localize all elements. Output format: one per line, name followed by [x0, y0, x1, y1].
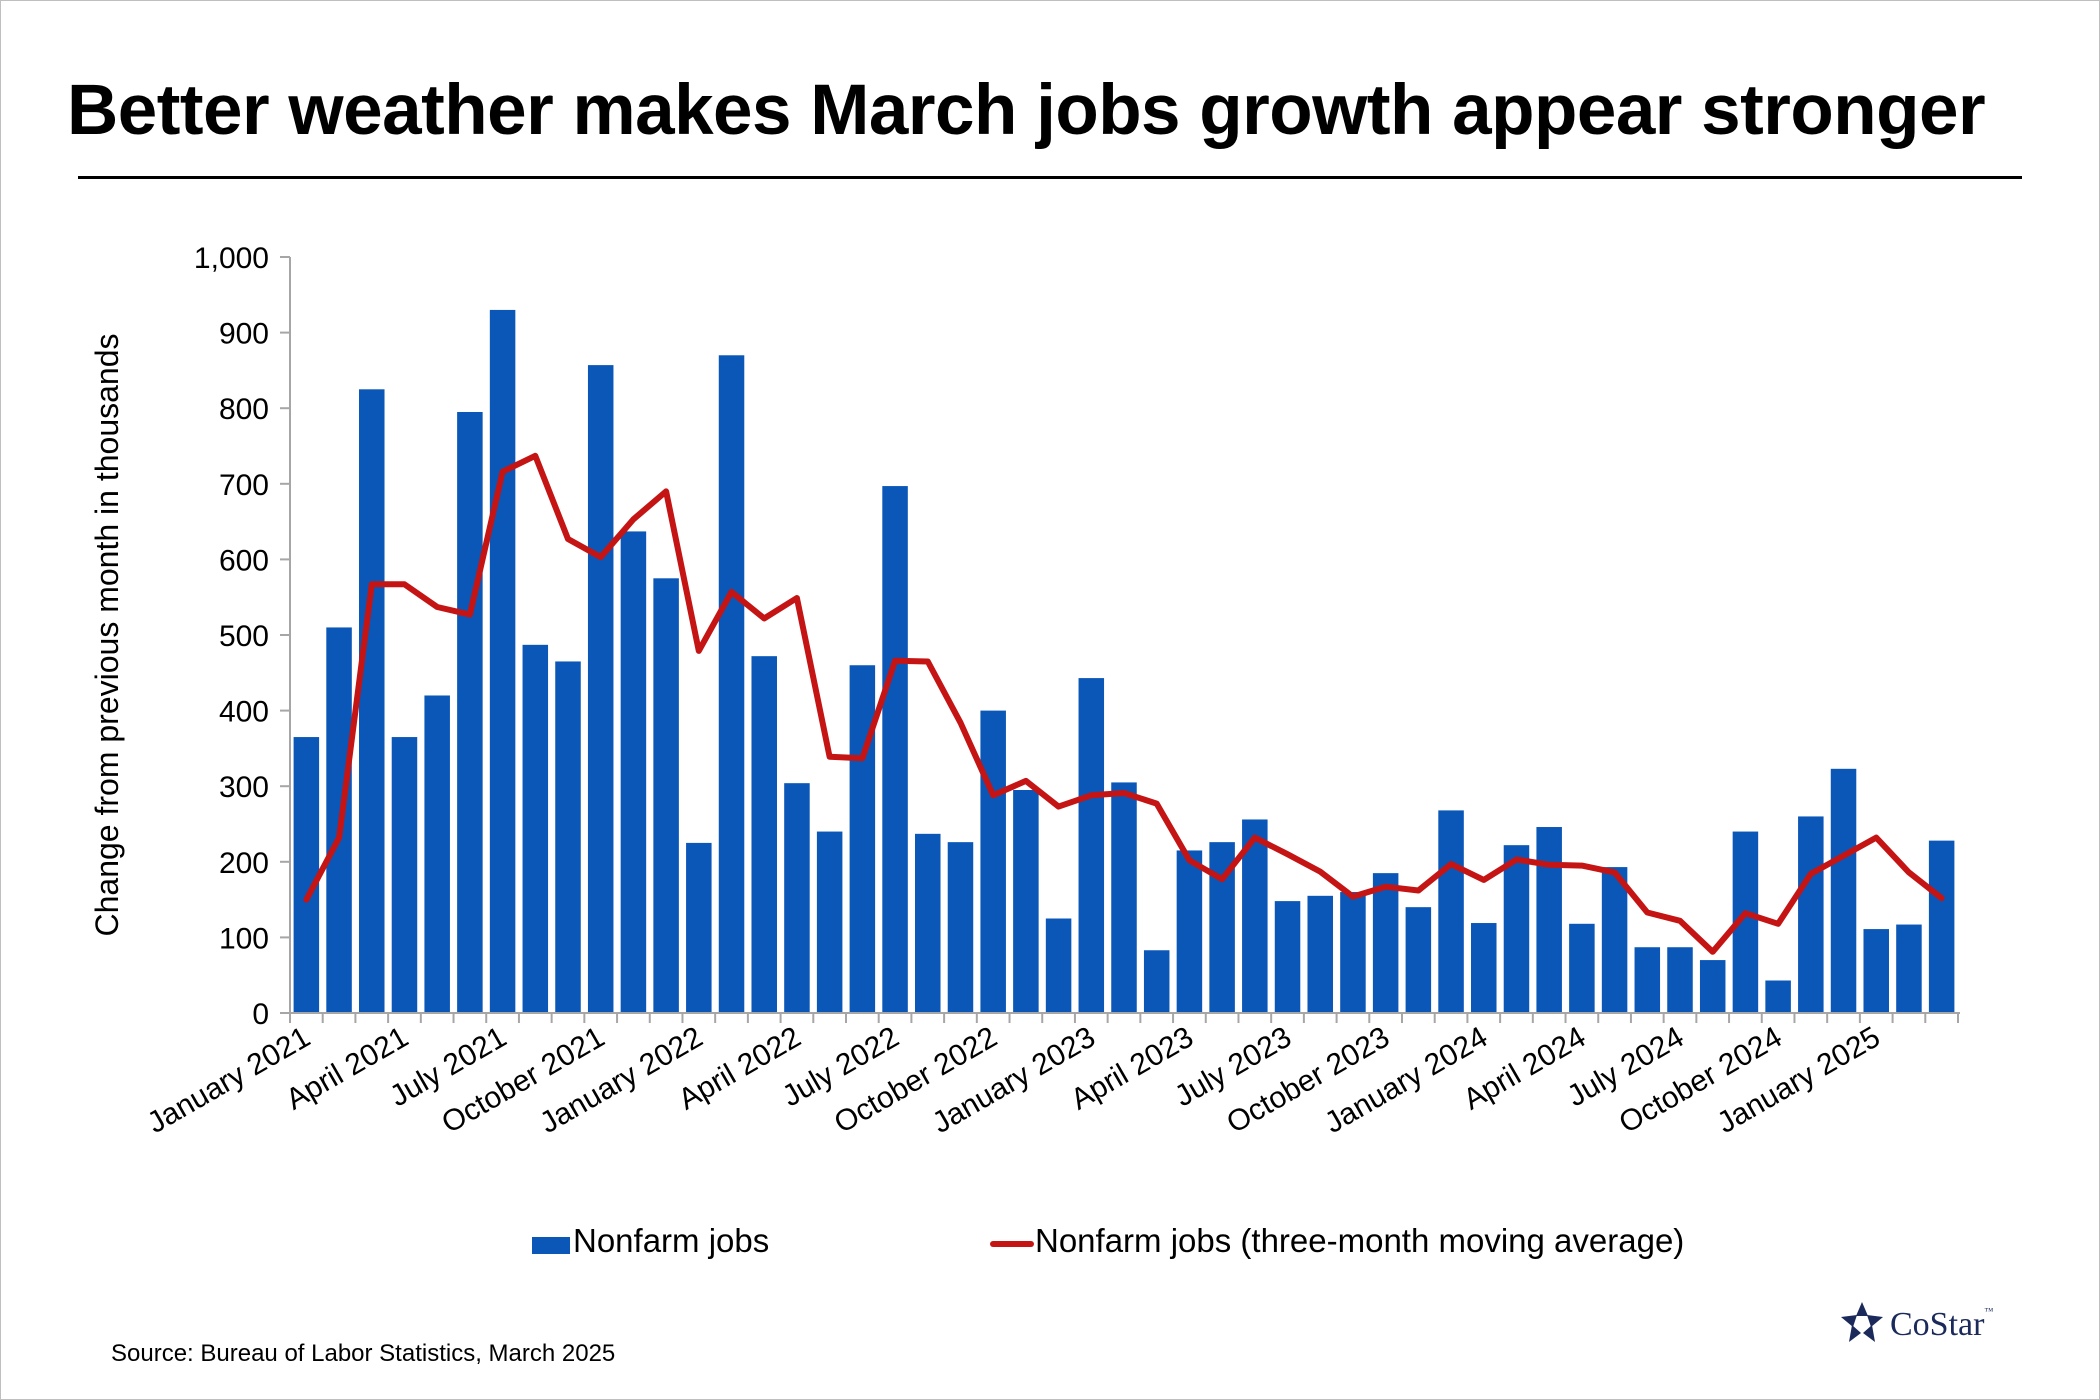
x-tick-label: October 2022 — [829, 1020, 1003, 1139]
bar — [1536, 827, 1562, 1013]
x-tick-label: October 2021 — [436, 1020, 610, 1139]
bar — [391, 737, 418, 1013]
y-tick-label: 900 — [219, 318, 269, 351]
bar — [816, 831, 843, 1013]
y-tick-label: 200 — [219, 847, 269, 880]
bar — [1471, 923, 1497, 1013]
bar — [1307, 895, 1333, 1013]
source-note: Source: Bureau of Labor Statistics, Marc… — [111, 1340, 616, 1367]
bar — [849, 665, 876, 1013]
y-tick-label: 300 — [219, 771, 269, 804]
bar — [980, 710, 1006, 1013]
bar — [1601, 867, 1628, 1013]
legend-label-line: Nonfarm jobs (three-month moving average… — [1035, 1222, 1685, 1259]
chart-title: Better weather makes March jobs growth a… — [67, 71, 1986, 150]
bar — [555, 661, 581, 1013]
x-tick-label: January 2022 — [534, 1020, 708, 1139]
bar — [718, 355, 745, 1013]
bar — [489, 309, 516, 1013]
bar — [1405, 907, 1432, 1013]
bar — [1340, 892, 1366, 1013]
bar — [1503, 845, 1530, 1013]
bar — [1830, 768, 1857, 1013]
bar — [1078, 678, 1105, 1013]
bar — [947, 842, 974, 1013]
bar — [784, 783, 810, 1013]
bar — [587, 365, 614, 1013]
x-tick-label: January 2025 — [1712, 1020, 1886, 1139]
bar — [1569, 923, 1595, 1013]
bar — [1896, 924, 1922, 1013]
bar — [915, 833, 941, 1013]
bar — [522, 644, 549, 1013]
bar — [1928, 840, 1955, 1013]
x-tick-label: January 2024 — [1319, 1020, 1493, 1139]
bar — [1798, 816, 1824, 1013]
bar — [653, 578, 679, 1013]
bar — [1699, 960, 1726, 1013]
costar-star-icon — [1841, 1302, 1883, 1342]
costar-wordmark: CoStar™ — [1890, 1306, 1993, 1344]
y-tick-label: 500 — [219, 620, 269, 653]
y-tick-label: 800 — [219, 393, 269, 426]
legend-label-bars: Nonfarm jobs — [573, 1222, 770, 1259]
bar — [620, 531, 647, 1013]
bar — [882, 486, 908, 1013]
bar — [751, 656, 777, 1013]
bar — [1765, 980, 1791, 1013]
y-tick-label: 1,000 — [194, 242, 269, 275]
y-tick-label: 400 — [219, 696, 269, 729]
y-tick-label: 700 — [219, 469, 269, 502]
costar-wordmark-text: CoStar — [1890, 1306, 1985, 1343]
bar — [457, 411, 483, 1014]
bar — [359, 389, 385, 1013]
bar — [424, 695, 450, 1013]
bar — [1045, 918, 1072, 1013]
bar — [1438, 810, 1464, 1013]
bar — [1667, 947, 1693, 1013]
jobs-chart: 0 100 200 300 400 500 600 700 800 900 1,000 Change … — [89, 242, 1960, 1140]
y-tick-label: 0 — [252, 998, 269, 1031]
costar-logo: CoStar™ — [1838, 1300, 2008, 1350]
y-tick-label: 100 — [219, 922, 269, 955]
bar — [1013, 789, 1039, 1013]
y-axis-title: Change from previous month in thousands — [89, 333, 125, 936]
bar — [1143, 950, 1170, 1013]
x-tick-label: October 2023 — [1221, 1020, 1395, 1139]
y-tick-label: 600 — [219, 544, 269, 577]
x-tick-label: January 2023 — [927, 1020, 1101, 1139]
bar — [293, 737, 320, 1013]
legend-swatch-line — [990, 1241, 1034, 1247]
moving-average-line — [303, 452, 1945, 955]
bar — [1634, 947, 1661, 1013]
x-tick-label: October 2024 — [1614, 1020, 1788, 1139]
bar — [1372, 873, 1399, 1013]
bar — [1111, 782, 1137, 1013]
costar-trademark: ™ — [1984, 1306, 1994, 1316]
legend-swatch-bars — [532, 1237, 570, 1254]
x-tick-label: January 2021 — [142, 1020, 316, 1139]
title-divider — [78, 176, 2022, 179]
bar — [1176, 850, 1203, 1013]
bar — [686, 842, 712, 1013]
bar — [1863, 929, 1889, 1013]
bar — [1274, 901, 1301, 1013]
